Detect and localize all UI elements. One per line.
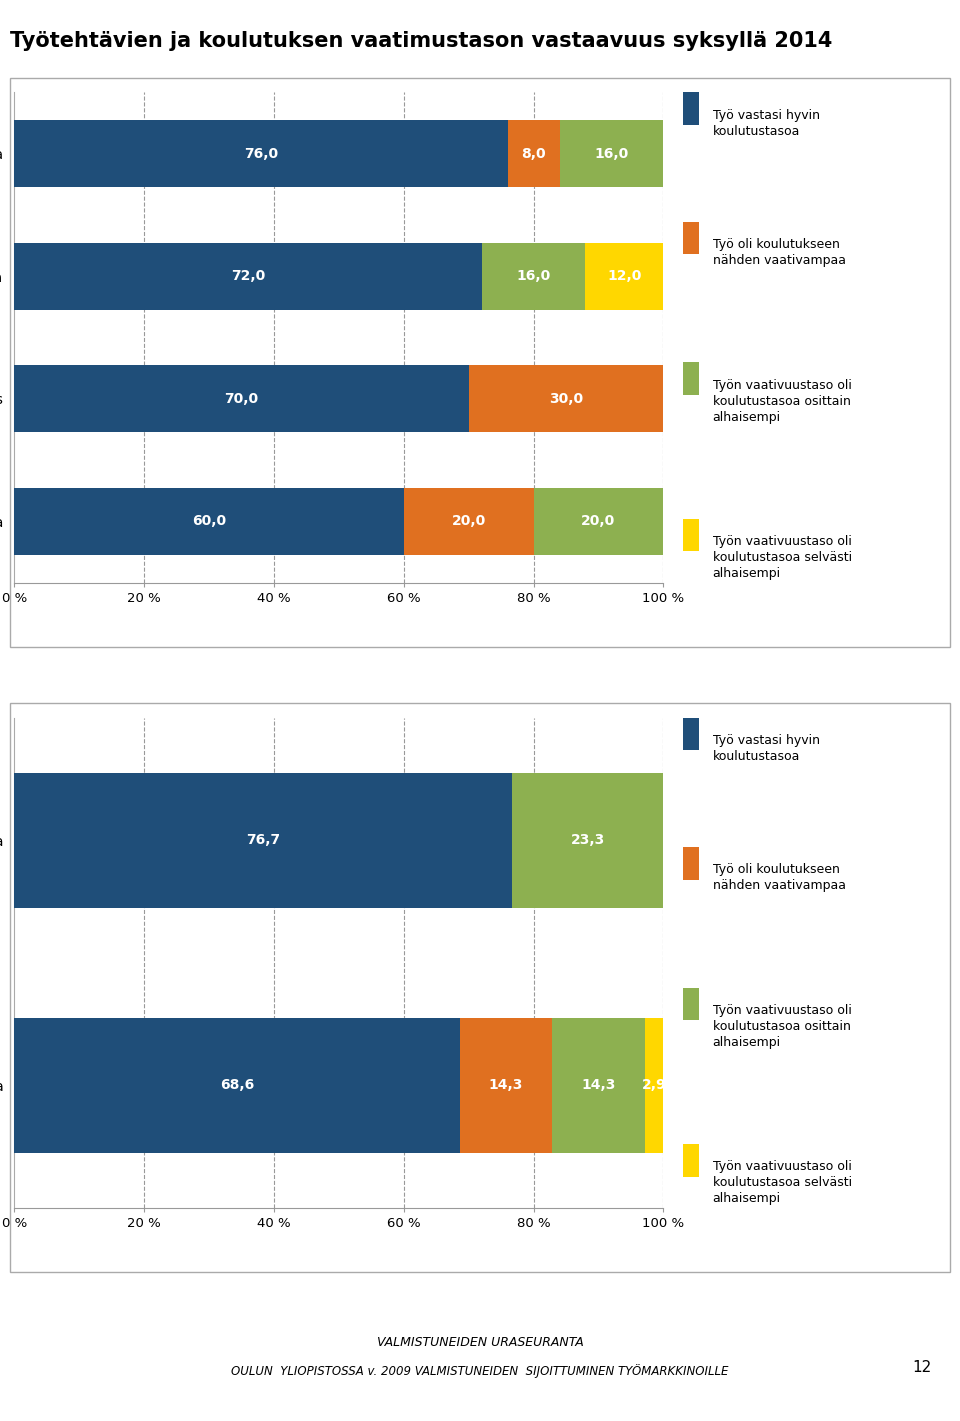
Bar: [512, 773, 663, 908]
Bar: [684, 847, 699, 880]
Text: Työn vaativuustaso oli
koulutustasoa osittain
alhaisempi: Työn vaativuustaso oli koulutustasoa osi…: [712, 378, 852, 423]
Text: 14,3: 14,3: [489, 1079, 523, 1093]
Text: Työn vaativuustaso oli
koulutustasoa osittain
alhaisempi: Työn vaativuustaso oli koulutustasoa osi…: [712, 1003, 852, 1049]
Bar: [534, 487, 663, 556]
Bar: [645, 1017, 664, 1152]
Bar: [14, 365, 468, 432]
Text: 20,0: 20,0: [451, 514, 486, 529]
Text: 60,0: 60,0: [192, 514, 227, 529]
Bar: [684, 1144, 699, 1177]
Bar: [468, 365, 663, 432]
Text: 76,0: 76,0: [244, 146, 278, 161]
Bar: [14, 487, 404, 556]
Text: Työn vaativuustaso oli
koulutustasoa selvästi
alhaisempi: Työn vaativuustaso oli koulutustasoa sel…: [712, 1161, 852, 1205]
Text: VALMISTUNEIDEN URASEURANTA: VALMISTUNEIDEN URASEURANTA: [376, 1336, 584, 1350]
Text: Työ vastasi hyvin
koulutustasoa: Työ vastasi hyvin koulutustasoa: [712, 108, 820, 138]
Bar: [684, 519, 699, 551]
Text: Työ vastasi hyvin
koulutustasoa: Työ vastasi hyvin koulutustasoa: [712, 733, 820, 763]
Text: OULUN  YLIOPISTOSSA v. 2009 VALMISTUNEIDEN  SIJOITTUMINEN TYÖMARKKINOILLE: OULUN YLIOPISTOSSA v. 2009 VALMISTUNEIDE…: [231, 1364, 729, 1378]
Bar: [684, 988, 699, 1020]
Text: 16,0: 16,0: [594, 146, 629, 161]
Bar: [560, 119, 663, 188]
Text: 76,7: 76,7: [246, 833, 280, 847]
Text: 2,9: 2,9: [642, 1079, 667, 1093]
Text: Työ oli koulutukseen
nähden vaativampaa: Työ oli koulutukseen nähden vaativampaa: [712, 239, 846, 267]
Text: 72,0: 72,0: [231, 269, 265, 283]
Bar: [404, 487, 534, 556]
Bar: [14, 1017, 460, 1152]
Bar: [552, 1017, 645, 1152]
Text: 12: 12: [912, 1360, 931, 1374]
Bar: [14, 773, 512, 908]
Text: 12,0: 12,0: [608, 269, 641, 283]
Text: 14,3: 14,3: [582, 1079, 616, 1093]
Bar: [482, 243, 586, 310]
Bar: [460, 1017, 552, 1152]
Text: 23,3: 23,3: [570, 833, 605, 847]
Text: Työ oli koulutukseen
nähden vaativampaa: Työ oli koulutukseen nähden vaativampaa: [712, 864, 846, 892]
Bar: [586, 243, 663, 310]
Text: 68,6: 68,6: [220, 1079, 254, 1093]
Bar: [14, 119, 508, 188]
Bar: [684, 362, 699, 395]
Bar: [684, 92, 699, 125]
Text: Työn vaativuustaso oli
koulutustasoa selvästi
alhaisempi: Työn vaativuustaso oli koulutustasoa sel…: [712, 536, 852, 580]
Text: 70,0: 70,0: [225, 392, 258, 406]
Bar: [684, 222, 699, 254]
Text: 16,0: 16,0: [516, 269, 551, 283]
Bar: [508, 119, 560, 188]
Text: 8,0: 8,0: [521, 146, 546, 161]
Text: 20,0: 20,0: [582, 514, 615, 529]
Bar: [14, 243, 482, 310]
Text: Työtehtävien ja koulutuksen vaatimustason vastaavuus syksyllä 2014: Työtehtävien ja koulutuksen vaatimustaso…: [10, 31, 832, 51]
Text: 30,0: 30,0: [549, 392, 583, 406]
Bar: [684, 718, 699, 750]
